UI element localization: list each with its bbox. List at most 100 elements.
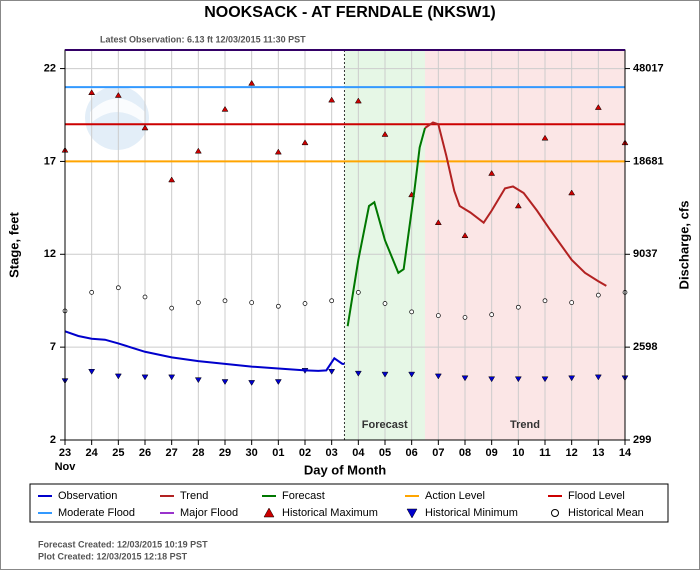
historical-mean-marker <box>329 298 335 304</box>
historical-mean-marker <box>409 309 415 315</box>
historical-mean-marker <box>355 290 361 295</box>
y2-tick-label: 9037 <box>633 248 657 260</box>
historical-mean-marker <box>275 303 281 309</box>
x-tick-label: 24 <box>86 447 99 459</box>
month-label: Nov <box>55 461 77 473</box>
historical-mean-marker <box>382 301 388 306</box>
historical-max-marker <box>141 124 149 131</box>
x-tick-label: 28 <box>192 447 204 459</box>
y2-tick-label: 48017 <box>633 62 664 74</box>
historical-max-marker <box>114 92 122 98</box>
legend-label: Historical Mean <box>568 507 644 519</box>
historical-min-marker <box>568 375 576 382</box>
x-tick-label: 02 <box>299 447 311 459</box>
historical-mean-marker <box>115 285 121 291</box>
historical-mean-marker <box>249 300 255 305</box>
historical-max-marker <box>434 219 442 225</box>
y-tick-label: 2 <box>50 434 56 446</box>
legend-label: Moderate Flood <box>58 507 135 519</box>
historical-mean-marker <box>169 305 175 311</box>
chart-title: NOOKSACK - AT FERNDALE (NKSW1) <box>204 4 496 21</box>
region-label: Forecast <box>362 419 408 431</box>
historical-min-marker <box>514 376 522 383</box>
y-tick-label: 7 <box>50 341 56 353</box>
historical-max-marker <box>88 89 96 95</box>
historical-min-marker <box>194 377 202 384</box>
historical-min-marker <box>328 369 336 375</box>
x-tick-label: 03 <box>326 447 338 459</box>
historical-mean-marker <box>542 298 548 304</box>
historical-min-marker <box>274 379 282 385</box>
legend-swatch <box>551 509 559 517</box>
legend-label: Observation <box>58 490 117 502</box>
historical-mean-marker <box>489 312 495 317</box>
x-tick-label: 04 <box>352 447 365 459</box>
x-tick-label: 25 <box>112 447 124 459</box>
legend-label: Flood Level <box>568 490 625 502</box>
historical-min-marker <box>221 379 229 385</box>
historical-min-marker <box>594 374 602 381</box>
legend-label: Major Flood <box>180 507 238 519</box>
x-axis-label: Day of Month <box>304 462 386 477</box>
historical-min-marker <box>141 374 149 381</box>
historical-mean-marker <box>142 294 148 300</box>
historical-mean-marker <box>435 313 441 318</box>
x-tick-label: 30 <box>246 447 258 459</box>
x-tick-label: 12 <box>566 447 578 459</box>
y-tick-label: 17 <box>44 155 56 167</box>
subtitle: Latest Observation: 6.13 ft 12/03/2015 1… <box>100 34 306 44</box>
legend-label: Historical Maximum <box>282 507 378 519</box>
x-tick-label: 09 <box>486 447 498 459</box>
historical-max-marker <box>194 147 202 154</box>
x-tick-label: 01 <box>272 447 284 459</box>
y-axis-label: Stage, feet <box>6 211 21 277</box>
historical-max-marker <box>381 131 389 137</box>
legend-label: Historical Minimum <box>425 507 518 519</box>
historical-max-marker <box>274 148 282 155</box>
historical-mean-marker <box>515 304 521 310</box>
historical-min-marker <box>88 369 96 375</box>
legend-swatch <box>263 507 275 518</box>
historical-mean-marker <box>302 301 308 306</box>
footer-text: Forecast Created: 12/03/2015 10:19 PST <box>38 539 208 549</box>
legend-box <box>29 483 669 523</box>
historical-mean-marker <box>569 300 575 305</box>
historical-max-marker <box>541 134 549 141</box>
historical-min-marker <box>408 371 416 378</box>
historical-mean-marker <box>462 315 468 320</box>
historical-max-marker <box>568 189 576 196</box>
historical-max-marker <box>328 96 336 103</box>
historical-min-marker <box>434 373 442 380</box>
y2-tick-label: 18681 <box>633 155 664 167</box>
historical-mean-marker <box>89 290 95 295</box>
historical-min-marker <box>114 373 122 380</box>
x-tick-label: 10 <box>512 447 524 459</box>
footer-text: Plot Created: 12/03/2015 12:18 PST <box>38 551 188 561</box>
historical-mean-marker <box>195 300 201 305</box>
x-tick-label: 26 <box>139 447 151 459</box>
historical-max-marker <box>168 176 176 183</box>
historical-max-marker <box>354 97 362 104</box>
historical-max-marker <box>488 170 496 176</box>
x-tick-label: 11 <box>539 447 551 459</box>
x-tick-label: 13 <box>592 447 604 459</box>
historical-min-marker <box>168 374 176 381</box>
y2-tick-label: 299 <box>633 434 651 446</box>
y-tick-label: 22 <box>44 62 56 74</box>
x-tick-label: 27 <box>166 447 178 459</box>
x-tick-label: 14 <box>619 447 632 459</box>
x-tick-label: 06 <box>406 447 418 459</box>
y-tick-label: 12 <box>44 248 56 260</box>
historical-max-marker <box>461 232 469 238</box>
y2-tick-label: 2598 <box>633 341 657 353</box>
series-line <box>346 127 426 327</box>
historical-max-marker <box>594 104 602 110</box>
historical-min-marker <box>248 380 256 386</box>
logo <box>85 86 149 150</box>
historical-min-marker <box>381 371 389 378</box>
historical-min-marker <box>354 370 362 377</box>
region <box>425 50 625 440</box>
historical-max-marker <box>514 202 522 209</box>
